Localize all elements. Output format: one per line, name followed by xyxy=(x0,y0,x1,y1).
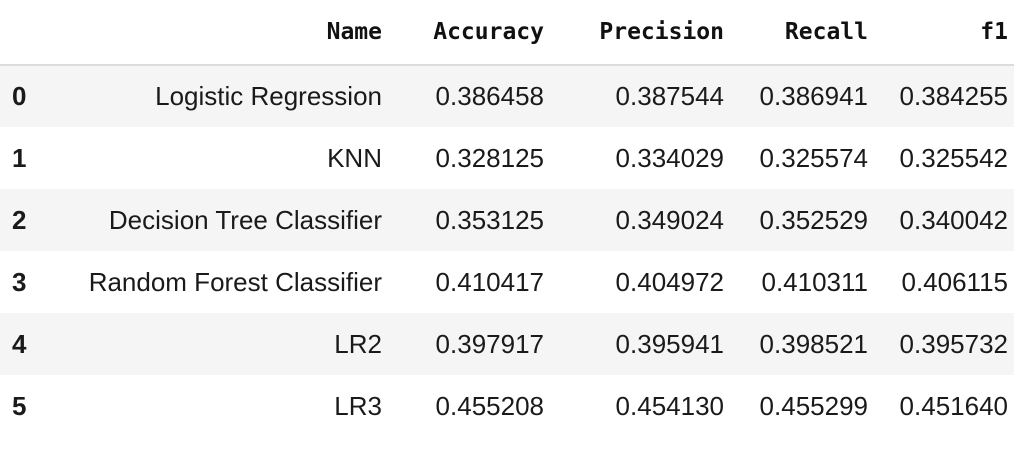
cell-precision: 0.334029 xyxy=(615,142,724,173)
table-row: 0 Logistic Regression 0.386458 0.387544 … xyxy=(0,65,1014,127)
row-index: 0 xyxy=(12,81,27,111)
table-row: 5 LR3 0.455208 0.454130 0.455299 0.45164… xyxy=(0,375,1014,437)
cell-precision: 0.454130 xyxy=(615,390,724,421)
row-index: 4 xyxy=(12,328,27,359)
header-f1: f1 xyxy=(874,0,1014,66)
cell-f1: 0.384255 xyxy=(899,81,1008,111)
cell-accuracy: 0.410417 xyxy=(435,266,544,297)
header-precision: Precision xyxy=(550,0,730,66)
cell-name: Logistic Regression xyxy=(155,81,382,111)
cell-recall: 0.410311 xyxy=(761,266,868,297)
header-name: Name xyxy=(46,0,388,66)
header-recall: Recall xyxy=(730,0,874,66)
table-row: 2 Decision Tree Classifier 0.353125 0.34… xyxy=(0,189,1014,251)
cell-precision: 0.404972 xyxy=(615,266,724,297)
cell-recall: 0.386941 xyxy=(759,81,868,111)
cell-accuracy: 0.455208 xyxy=(435,390,544,421)
cell-accuracy: 0.353125 xyxy=(435,204,544,235)
cell-name: LR2 xyxy=(334,328,382,359)
cell-f1: 0.406115 xyxy=(901,266,1008,297)
row-index: 1 xyxy=(12,142,27,173)
table-row: 3 Random Forest Classifier 0.410417 0.40… xyxy=(0,251,1014,313)
cell-precision: 0.387544 xyxy=(615,81,724,111)
row-index: 2 xyxy=(12,204,27,235)
cell-name: LR3 xyxy=(334,390,382,421)
cell-f1: 0.395732 xyxy=(899,328,1008,359)
cell-recall: 0.352529 xyxy=(759,204,868,235)
cell-recall: 0.455299 xyxy=(759,390,868,421)
cell-accuracy: 0.397917 xyxy=(435,328,544,359)
cell-accuracy: 0.328125 xyxy=(435,142,544,173)
cell-name: KNN xyxy=(327,142,382,173)
table-header-row: Name Accuracy Precision Recall f1 xyxy=(0,0,1014,66)
cell-f1: 0.340042 xyxy=(899,204,1008,235)
results-table: Name Accuracy Precision Recall f1 0 Logi… xyxy=(0,0,1014,437)
cell-recall: 0.325574 xyxy=(759,142,868,173)
row-index: 5 xyxy=(12,390,27,421)
cell-name: Decision Tree Classifier xyxy=(108,204,382,235)
table-row: 1 KNN 0.328125 0.334029 0.325574 0.32554… xyxy=(0,127,1014,189)
cell-recall: 0.398521 xyxy=(759,328,868,359)
cell-name: Random Forest Classifier xyxy=(88,266,382,297)
row-index: 3 xyxy=(12,266,27,297)
cell-accuracy: 0.386458 xyxy=(435,81,544,111)
cell-f1: 0.325542 xyxy=(899,142,1008,173)
cell-precision: 0.395941 xyxy=(615,328,724,359)
cell-precision: 0.349024 xyxy=(615,204,724,235)
header-index xyxy=(0,0,46,66)
cell-f1: 0.451640 xyxy=(899,390,1008,421)
header-accuracy: Accuracy xyxy=(388,0,550,66)
table-row: 4 LR2 0.397917 0.395941 0.398521 0.39573… xyxy=(0,313,1014,375)
